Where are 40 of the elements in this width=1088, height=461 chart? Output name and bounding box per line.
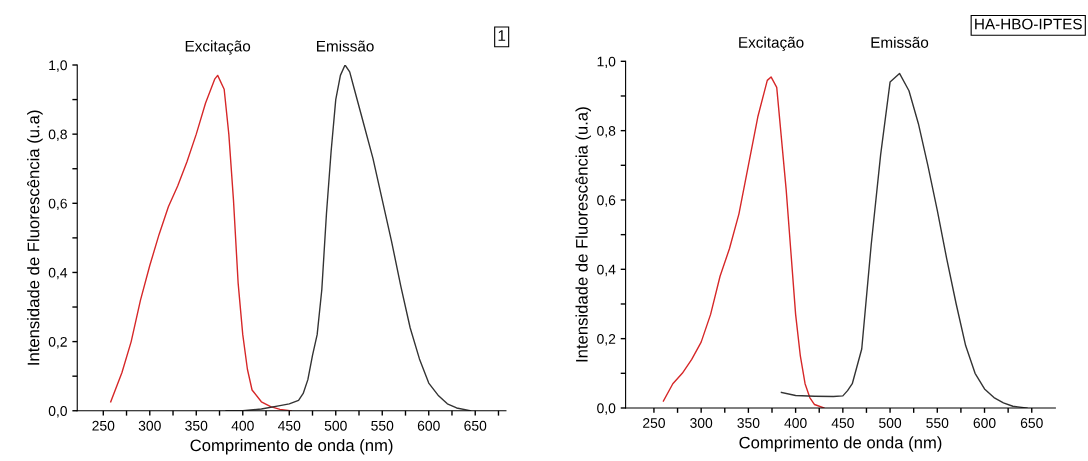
x-tick-label: 650 — [1020, 418, 1043, 428]
text: Excitação — [739, 36, 804, 51]
x-tick-label: 250 — [643, 418, 665, 428]
x-tick-label: 650 — [464, 420, 487, 431]
y-tick-label: 0,8 — [597, 125, 616, 138]
y-tick-label: 0,4 — [597, 264, 616, 277]
x-tick-label: 400 — [784, 418, 807, 428]
x-tick-label: 450 — [277, 420, 301, 431]
series-label: Emissão — [317, 40, 374, 52]
x-tick-label: 550 — [926, 418, 949, 428]
x-tick-label: 300 — [690, 418, 713, 428]
y-axis-title: Intensidade de Fluorescência (u.a) — [575, 107, 592, 362]
x-tick-label: 550 — [371, 420, 394, 431]
y-tick-label: 0,0 — [597, 403, 616, 415]
x-tick-label: 600 — [973, 418, 996, 428]
y-axis-title: Intensidade de Fluorescência (u.a) — [27, 110, 43, 365]
x-tick-label: 450 — [831, 418, 854, 428]
y-tick-label: 0,6 — [597, 195, 616, 207]
x-tick-label: 500 — [324, 420, 347, 431]
x-axis-title: Comprimento de onda (nm) — [739, 436, 942, 452]
x-tick-label: 500 — [879, 418, 902, 428]
text: HA-HBO-IPTES — [975, 18, 1082, 30]
y-tick-label: 1,0 — [49, 60, 67, 72]
y-tick-label: 0,0 — [48, 406, 67, 418]
x-tick-label: 600 — [417, 420, 440, 431]
y-tick-label: 0,6 — [48, 198, 67, 211]
text: 1 — [498, 30, 506, 41]
y-tick-label: 1,0 — [597, 56, 616, 69]
y-tick-label: 0,2 — [597, 333, 616, 346]
x-tick-label: 250 — [92, 420, 115, 431]
y-tick-label: 0,4 — [48, 267, 68, 280]
x-tick-label: 350 — [737, 418, 760, 428]
series-label: Excitação — [185, 40, 251, 55]
y-tick-label: 0,2 — [48, 336, 67, 349]
text: Emissão — [871, 36, 929, 48]
y-tick-label: 0,8 — [48, 129, 67, 141]
x-tick-label: 350 — [185, 420, 208, 431]
x-tick-label: 300 — [138, 420, 161, 431]
x-tick-label: 400 — [231, 420, 254, 431]
x-axis-title: Comprimento de onda (nm) — [190, 438, 393, 455]
